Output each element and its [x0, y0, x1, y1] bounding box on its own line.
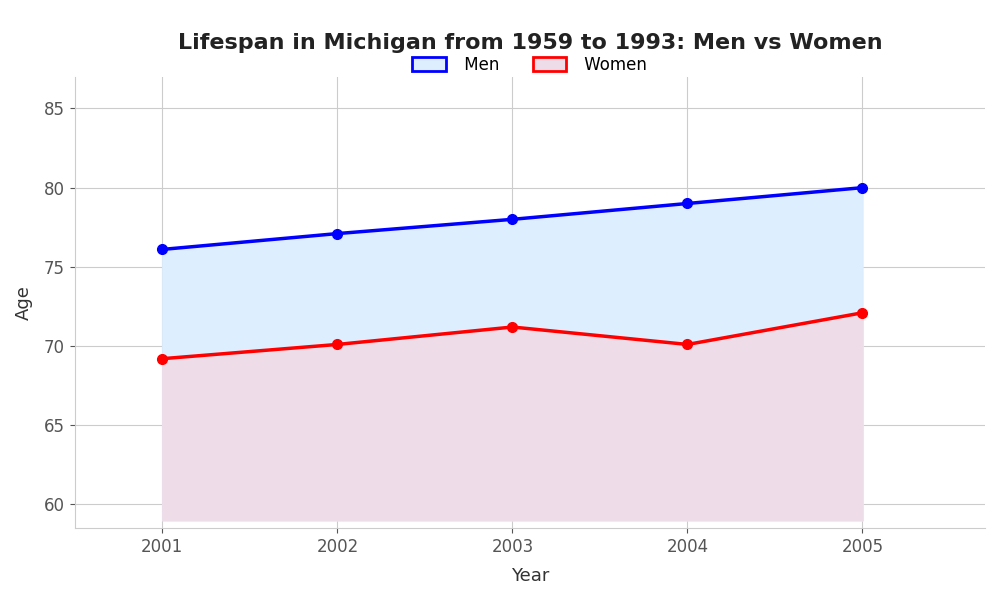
X-axis label: Year: Year: [511, 567, 549, 585]
Y-axis label: Age: Age: [15, 285, 33, 320]
Title: Lifespan in Michigan from 1959 to 1993: Men vs Women: Lifespan in Michigan from 1959 to 1993: …: [178, 33, 882, 53]
Legend:  Men,  Women: Men, Women: [406, 49, 654, 80]
